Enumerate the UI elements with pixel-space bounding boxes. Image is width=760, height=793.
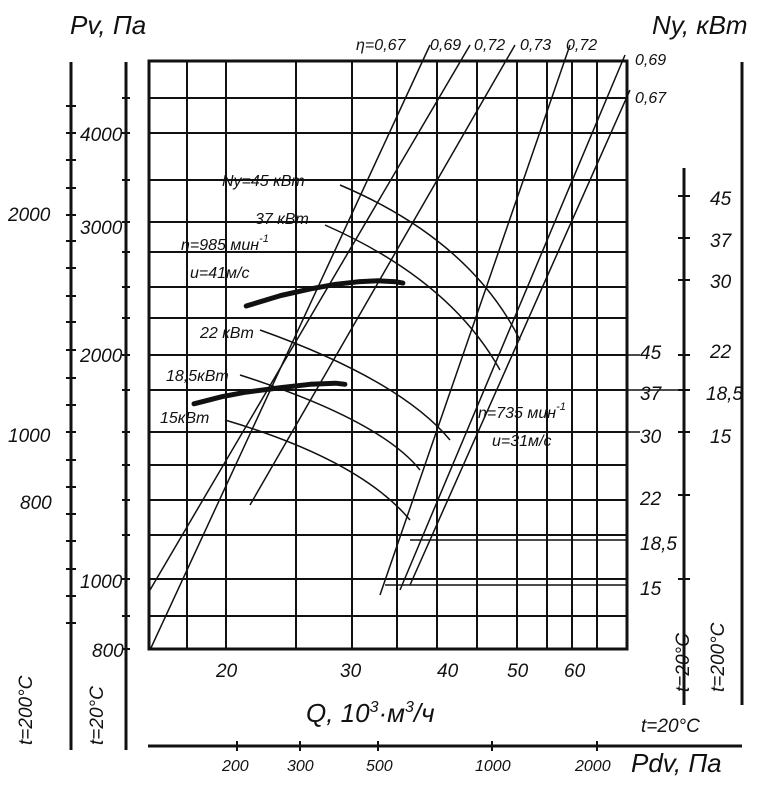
x-tick-label: 50: [507, 661, 529, 682]
power-tick-label: 22: [709, 342, 732, 363]
pv-tick-labels: 4000 3000 2000 1000 800: [79, 125, 124, 662]
eta-label: 0,72: [474, 37, 505, 54]
y-left-title: Pv, Па: [70, 10, 146, 40]
chart-axes: [66, 62, 744, 751]
outer-tick-label: 1000: [8, 426, 51, 447]
power-label: Ny=45 кВт: [222, 173, 305, 190]
pdv-tick-label: 200: [221, 758, 249, 775]
temp-label: t=20°C: [87, 686, 108, 745]
efficiency-labels: η=0,67 0,69 0,72 0,73 0,72 0,69 0,67: [356, 37, 667, 107]
efficiency-line: [149, 44, 471, 591]
power-label: 22 кВт: [199, 325, 254, 342]
power-curve: [324, 224, 501, 371]
efficiency-line: [149, 44, 431, 651]
y-right-title: Ny, кВт: [652, 10, 748, 40]
power-tick-label: 15: [640, 579, 662, 600]
power-tick-label: 18,5: [706, 384, 743, 405]
efficiency-line: [399, 54, 626, 591]
speed-upper-label: n=985 мин-1: [181, 233, 269, 254]
temp-label: t=20°C: [673, 633, 694, 692]
right-outer-power-labels: 45 37 30 22 18,5 15: [706, 189, 743, 448]
efficiency-line: [409, 89, 631, 586]
power-labels: Ny=45 кВт 37 кВт 22 кВт 18,5кВт 15кВт: [160, 173, 309, 427]
efficiency-lines: [149, 44, 631, 651]
pv-tick-label: 3000: [80, 218, 123, 239]
chart-grid: [147, 59, 629, 651]
power-label: 37 кВт: [255, 211, 309, 228]
eta-label: 0,73: [520, 37, 551, 54]
pdv-tick-label: 2000: [574, 758, 611, 775]
power-tick-label: 45: [640, 343, 662, 364]
pdv-tick-label: 500: [366, 758, 393, 775]
power-tick-label: 18,5: [640, 534, 677, 555]
x-tick-label: 30: [340, 661, 362, 682]
pv-tick-label: 4000: [80, 125, 123, 146]
outer-tick-label: 2000: [7, 205, 51, 226]
x-tick-label: 40: [437, 661, 459, 682]
eta-label: η=0,67: [356, 37, 406, 54]
power-tick-label: 37: [710, 231, 733, 252]
power-curve: [339, 184, 521, 341]
x-tick-label: 20: [215, 661, 238, 682]
power-tick-label: 30: [710, 272, 732, 293]
power-tick-label: 15: [710, 427, 732, 448]
pdv-tick-label: 1000: [475, 758, 511, 775]
x-tick-labels: 20 30 40 50 60: [215, 661, 586, 682]
power-curves: [224, 184, 521, 521]
power-curve: [259, 329, 451, 441]
pv-tick-label: 800: [92, 641, 124, 662]
efficiency-line: [379, 44, 571, 596]
eta-label: 0,69: [635, 52, 666, 69]
x-title: Q, 103·м3/ч: [306, 698, 435, 728]
power-label: 15кВт: [160, 410, 209, 427]
outer-tick-label: 800: [20, 493, 52, 514]
pdv-tick-label: 300: [287, 758, 314, 775]
x-tick-label: 60: [564, 661, 586, 682]
x-bottom-title: Pdv, Па: [631, 748, 722, 778]
tip-speed-upper-label: u=41м/с: [190, 265, 249, 282]
power-label: 18,5кВт: [166, 368, 229, 385]
temp-label: t=200°C: [16, 675, 37, 745]
outer-tick-labels: 2000 1000 800: [7, 205, 52, 514]
eta-label: 0,72: [566, 37, 597, 54]
pressure-curves: [191, 278, 406, 407]
temp-label: t=200°C: [708, 622, 729, 692]
efficiency-line: [249, 44, 516, 506]
power-curve: [224, 419, 411, 521]
power-tick-label: 30: [640, 427, 662, 448]
series-line-985: [243, 278, 406, 309]
pv-tick-label: 2000: [79, 346, 123, 367]
speed-lower-label: n=735 мин-1: [478, 401, 566, 422]
temp-label: t=20°C: [641, 716, 700, 737]
tip-speed-lower-label: u=31м/с: [492, 433, 551, 450]
x-bottom-tick-labels: 200 300 500 1000 2000: [221, 758, 611, 775]
power-curve: [239, 374, 421, 471]
eta-label: 0,67: [635, 90, 667, 107]
right-inner-power-labels: 45 37 30 22 18,5 15: [639, 343, 677, 600]
power-tick-label: 45: [710, 189, 732, 210]
power-tick-label: 22: [639, 489, 662, 510]
pv-tick-label: 1000: [80, 572, 123, 593]
eta-label: 0,69: [430, 37, 461, 54]
power-tick-label: 37: [640, 384, 663, 405]
series-line-735: [191, 380, 348, 407]
